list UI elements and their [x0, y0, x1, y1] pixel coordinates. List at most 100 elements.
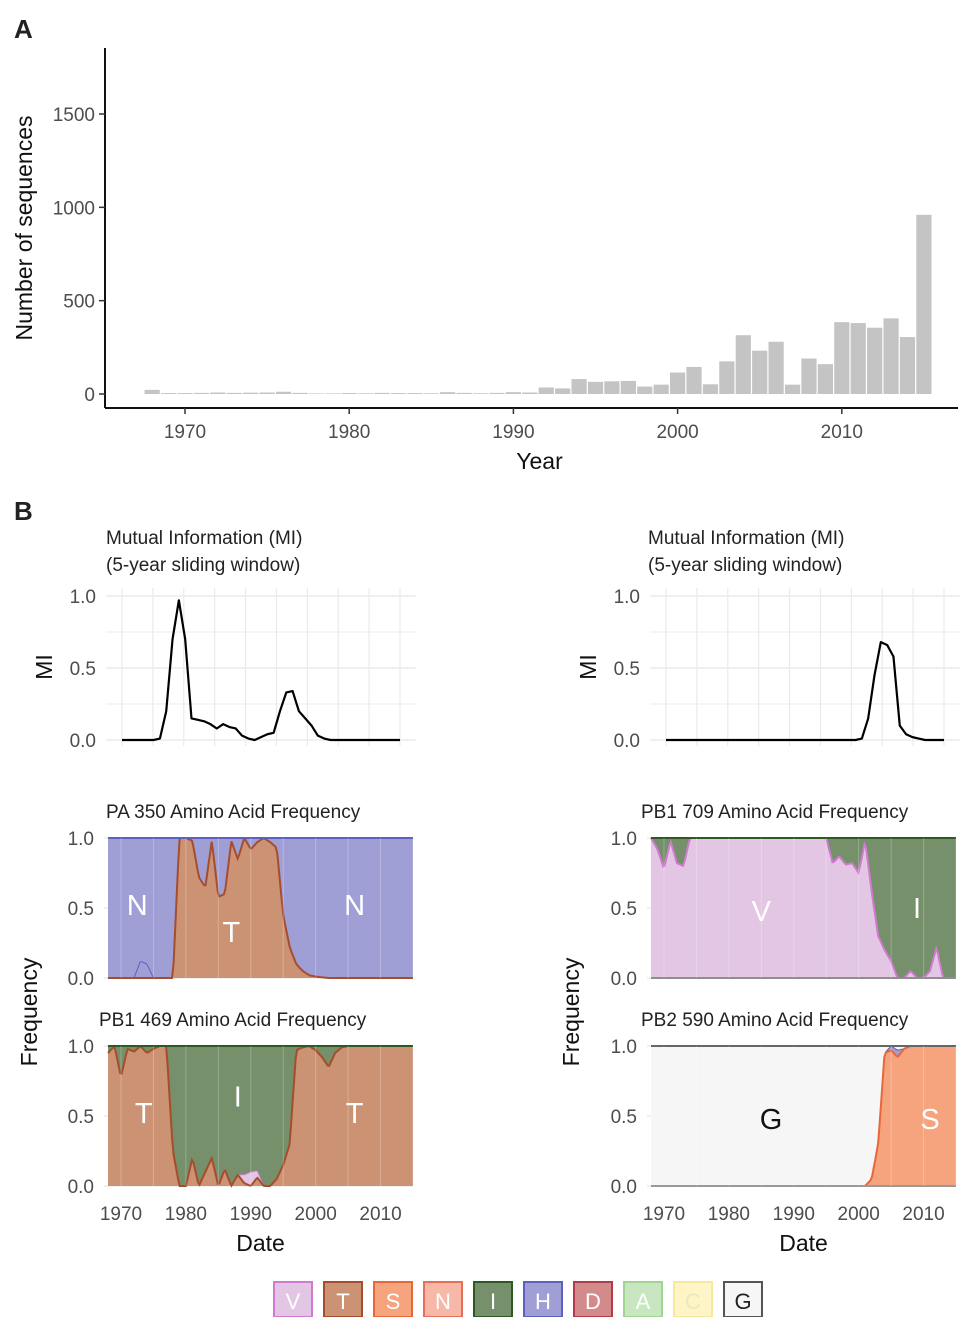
mi-line [666, 640, 944, 742]
area-s [651, 1046, 956, 1186]
x-tick-label: 1970 [643, 1204, 685, 1225]
y-tick-label: 1.0 [611, 1037, 637, 1058]
y-tick-label: 0.0 [614, 731, 640, 752]
x-axis-label: Date [236, 1230, 285, 1256]
pa350-title: PA 350 Amino Acid Frequency [106, 802, 361, 823]
y-tick-label: 1.0 [68, 829, 94, 850]
aa-label-i: I [234, 1081, 242, 1113]
y-tick-label: 0.5 [68, 1107, 94, 1128]
area-t [108, 838, 413, 978]
bar [275, 391, 292, 394]
area-v [651, 838, 956, 978]
bar [670, 372, 686, 394]
bar [259, 392, 275, 394]
bar [210, 392, 226, 394]
mi-right-chart: 0.0 0.5 1.0 MI [575, 587, 960, 752]
mi-left-title-line2: (5-year sliding window) [106, 555, 300, 576]
x-tick-label: 1980 [328, 422, 370, 443]
bar [407, 393, 423, 394]
y-tick-label: 0.5 [68, 899, 94, 920]
bar [423, 393, 439, 394]
bar [374, 392, 390, 394]
legend-label-i: I [490, 1289, 496, 1314]
bar [801, 358, 817, 394]
legend-label-c: C [685, 1289, 701, 1314]
bar [604, 381, 620, 394]
panel-a-letter: A [14, 14, 33, 44]
bar [325, 393, 341, 395]
y-tick-label: 1.0 [614, 587, 640, 608]
aa-label-n: N [127, 890, 148, 922]
legend-swatch-d [573, 1281, 613, 1317]
x-tick-label: 1970 [164, 422, 206, 443]
x-tick-label: 1970 [100, 1204, 142, 1225]
bar [735, 335, 751, 394]
pb1-469-title: PB1 469 Amino Acid Frequency [99, 1010, 367, 1031]
bar [226, 392, 242, 394]
bar [817, 364, 833, 394]
bar [390, 393, 407, 394]
y-tick-label: 1.0 [611, 829, 637, 850]
legend-swatch-a [623, 1281, 663, 1317]
bar [341, 393, 357, 394]
y-tick-label: 0.5 [611, 899, 637, 920]
bar [719, 361, 735, 394]
panel-a-bar-chart: 0 500 1000 1500 1970 1980 1990 2000 2010 Year Numb… [11, 48, 958, 474]
y-tick-label: 1000 [53, 198, 95, 219]
panel-b-letter: B [14, 496, 33, 526]
bar [538, 387, 554, 394]
y-tick-label: 0 [84, 385, 95, 406]
legend-swatch-s [373, 1281, 413, 1317]
x-tick-label: 2010 [902, 1204, 944, 1225]
pa350-area-chart: 0.0 0.5 1.0 N T N [68, 829, 414, 990]
bar [899, 337, 916, 394]
frequency-ylabel-left: Frequency [16, 957, 42, 1066]
legend-label-n: N [435, 1289, 451, 1314]
mi-ylabel: MI [31, 654, 57, 680]
legend-label-s: S [386, 1289, 401, 1314]
y-tick-label: 0.5 [70, 659, 96, 680]
bar [522, 392, 538, 394]
aa-label-t: T [346, 1098, 364, 1130]
bar [489, 392, 505, 394]
bar [358, 393, 374, 394]
pb1-709-area-chart: 0.0 0.5 1.0 V I [611, 829, 957, 990]
legend-swatch-c [673, 1281, 713, 1317]
legend-label-v: V [286, 1289, 301, 1314]
aa-label-n: N [344, 890, 365, 922]
y-tick-label: 0.0 [68, 1177, 94, 1198]
bar [160, 393, 177, 394]
legend-swatch-g [723, 1281, 763, 1317]
legend-label-a: A [636, 1289, 651, 1314]
bar [702, 384, 719, 394]
bar [456, 392, 472, 394]
aa-label-t: T [135, 1098, 153, 1130]
y-tick-label: 0.0 [611, 969, 637, 990]
pb1-709-title: PB1 709 Amino Acid Frequency [641, 802, 909, 823]
pb1-469-area-chart: 0.0 0.5 1.0 T I T 1970 1980 1990 2000 2010 Date [68, 1037, 414, 1256]
bar [686, 366, 702, 394]
legend-label-h: H [535, 1289, 551, 1314]
x-tick-label: 1990 [492, 422, 534, 443]
aa-label-i: I [913, 893, 921, 925]
bar [193, 392, 210, 394]
legend-swatch-n [423, 1281, 463, 1317]
series-boundary [108, 836, 413, 979]
bar [637, 386, 653, 394]
x-tick-label: 2010 [359, 1204, 401, 1225]
x-tick-label: 1980 [708, 1204, 750, 1225]
pb2-590-title: PB2 590 Amino Acid Frequency [641, 1010, 909, 1031]
bar [472, 393, 489, 394]
bar [440, 392, 456, 394]
y-axis-label: Number of sequences [11, 115, 37, 340]
bar [292, 392, 308, 394]
y-tick-label: 1.0 [70, 587, 96, 608]
aa-label-t: T [222, 917, 240, 949]
bar [916, 214, 932, 394]
bar [177, 393, 193, 394]
frequency-ylabel-right: Frequency [558, 957, 584, 1066]
legend-label-d: D [585, 1289, 601, 1314]
bar [867, 327, 883, 394]
bar [243, 392, 259, 394]
